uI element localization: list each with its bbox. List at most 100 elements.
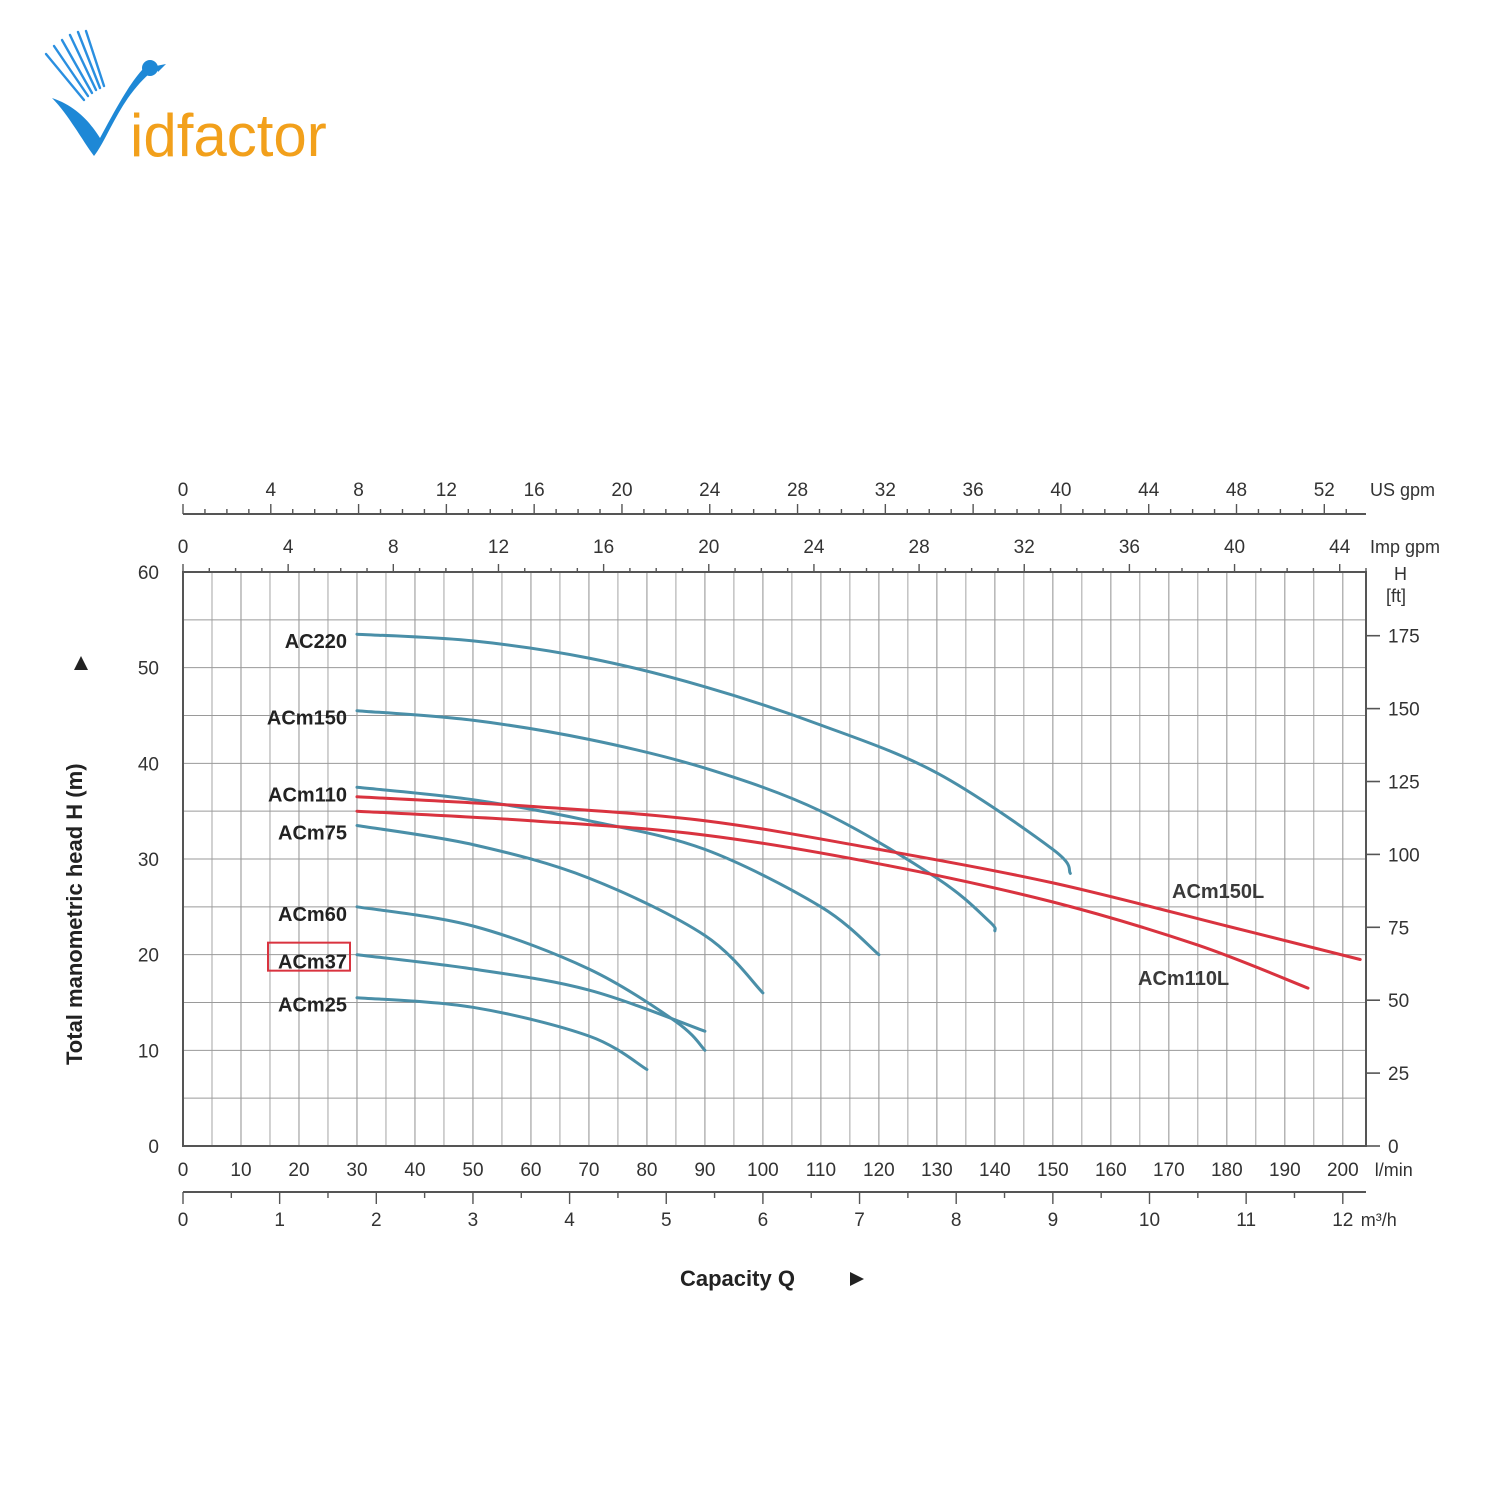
us-gpm-tick-label: 28 — [787, 480, 808, 501]
series-line-acm60 — [355, 905, 707, 1052]
chart-axes: 0 10 20 30 40 50 60 70 80 90 100 110 120 130 140 150 160… — [62, 480, 1440, 1291]
us-gpm-tick-label: 36 — [963, 480, 984, 501]
m3h-tick-label: 0 — [178, 1210, 189, 1231]
series-line-ac220 — [355, 632, 1072, 875]
x-tick-label: 0 — [178, 1160, 189, 1181]
x-tick-label: 80 — [636, 1160, 657, 1181]
vidfactor-logo: idfactor — [38, 28, 398, 178]
imp-gpm-tick-label: 8 — [388, 537, 399, 558]
x-tick-label: 40 — [404, 1160, 425, 1181]
right-tick-label: 0 — [1388, 1137, 1399, 1158]
y-tick-label: 40 — [138, 754, 159, 775]
logo-mark-icon: idfactor — [44, 29, 327, 169]
x-tick-label: 160 — [1095, 1160, 1127, 1181]
m3h-tick-label: 11 — [1236, 1210, 1256, 1231]
us-gpm-tick-label: 4 — [266, 480, 277, 501]
imp-gpm-tick-label: 44 — [1329, 537, 1351, 558]
chart-series — [355, 632, 1362, 1071]
chart-labels: AC220 ACm150 ACm110 ACm75 ACm60 ACm37 ACm25 ACm… — [267, 631, 1264, 1017]
x-tick-label: 140 — [979, 1160, 1011, 1181]
chart-grid — [182, 571, 1367, 1147]
us-gpm-tick-label: 24 — [699, 480, 721, 501]
series-label-acm60: ACm60 — [278, 904, 347, 926]
us-gpm-tick-label: 20 — [611, 480, 632, 501]
series-label-acm75: ACm75 — [278, 823, 347, 845]
y-tick-label: 20 — [138, 946, 159, 967]
series-label-acm110: ACm110 — [268, 784, 347, 806]
right-unit-label-top: H — [1394, 564, 1407, 584]
logo-text: idfactor — [130, 102, 327, 169]
x-tick-label: 170 — [1153, 1160, 1185, 1181]
right-unit-label-bottom: [ft] — [1386, 586, 1406, 606]
x-tick-label: 190 — [1269, 1160, 1301, 1181]
y-tick-label: 60 — [138, 563, 159, 584]
x-tick-label: 150 — [1037, 1160, 1069, 1181]
imp-gpm-tick-label: 40 — [1224, 537, 1245, 558]
series-label-acm25: ACm25 — [278, 995, 347, 1017]
m3h-tick-label: 10 — [1139, 1210, 1160, 1231]
right-tick-label: 150 — [1388, 700, 1420, 721]
x-tick-label: 110 — [806, 1160, 836, 1181]
us-gpm-unit-label: US gpm — [1370, 480, 1435, 500]
x-axis-arrow-icon — [850, 1272, 864, 1286]
x-tick-label: 60 — [520, 1160, 541, 1181]
imp-gpm-tick-label: 32 — [1014, 537, 1035, 558]
series-line-acm150 — [355, 709, 997, 933]
imp-gpm-tick-label: 24 — [803, 537, 825, 558]
right-tick-label: 125 — [1388, 773, 1420, 794]
series-label-ac220: AC220 — [285, 631, 347, 653]
y-axis-arrow-icon — [74, 656, 88, 670]
m3h-tick-label: 6 — [758, 1210, 769, 1231]
imp-gpm-tick-label: 4 — [283, 537, 294, 558]
y-axis-title: Total manometric head H (m) — [62, 763, 87, 1065]
m3h-tick-label: 2 — [371, 1210, 382, 1231]
right-tick-label: 25 — [1388, 1064, 1409, 1085]
y-tick-label: 30 — [138, 850, 159, 871]
us-gpm-tick-label: 48 — [1226, 480, 1247, 501]
right-tick-label: 50 — [1388, 991, 1409, 1012]
x-tick-label: 180 — [1211, 1160, 1243, 1181]
highlight-box — [267, 941, 351, 972]
x-unit-label: l/min — [1375, 1160, 1413, 1180]
series-label-acm37: ACm37 — [278, 952, 347, 974]
us-gpm-tick-label: 0 — [178, 480, 189, 501]
m3h-tick-label: 9 — [1048, 1210, 1059, 1231]
imp-gpm-tick-label: 36 — [1119, 537, 1140, 558]
series-line-acm75 — [355, 824, 765, 995]
us-gpm-tick-label: 40 — [1050, 480, 1071, 501]
series-label-acm150: ACm150 — [267, 708, 347, 730]
x-tick-label: 70 — [578, 1160, 599, 1181]
series-line-acm150l — [355, 795, 1362, 961]
m3h-tick-label: 1 — [274, 1210, 285, 1231]
us-gpm-tick-label: 52 — [1314, 480, 1335, 501]
series-label-acm110l: ACm110L — [1138, 968, 1229, 990]
imp-gpm-tick-label: 28 — [909, 537, 930, 558]
x-tick-label: 20 — [288, 1160, 309, 1181]
imp-gpm-tick-label: 0 — [178, 537, 189, 558]
x-tick-label: 50 — [462, 1160, 483, 1181]
m3h-tick-label: 8 — [951, 1210, 962, 1231]
imp-gpm-tick-label: 20 — [698, 537, 719, 558]
x-tick-label: 90 — [694, 1160, 715, 1181]
imp-gpm-tick-label: 12 — [488, 537, 509, 558]
series-line-acm37 — [355, 953, 707, 1033]
series-line-acm110l — [355, 809, 1310, 990]
x-tick-label: 100 — [747, 1160, 779, 1181]
x-tick-label: 120 — [863, 1160, 895, 1181]
m3h-tick-label: 4 — [564, 1210, 575, 1231]
series-label-acm150l: ACm150L — [1172, 881, 1264, 903]
us-gpm-tick-label: 8 — [353, 480, 364, 501]
x-tick-label: 30 — [346, 1160, 367, 1181]
y-tick-label: 10 — [138, 1041, 159, 1062]
series-line-acm25 — [355, 996, 649, 1071]
us-gpm-tick-label: 12 — [436, 480, 457, 501]
y-tick-label: 0 — [148, 1137, 159, 1158]
imp-gpm-unit-label: Imp gpm — [1370, 537, 1440, 557]
x-tick-label: 130 — [921, 1160, 953, 1181]
m3h-tick-label: 12 — [1332, 1210, 1353, 1231]
right-tick-label: 100 — [1388, 845, 1420, 866]
m3h-tick-label: 3 — [468, 1210, 479, 1231]
us-gpm-tick-label: 32 — [875, 480, 896, 501]
x-tick-label: 10 — [230, 1160, 251, 1181]
